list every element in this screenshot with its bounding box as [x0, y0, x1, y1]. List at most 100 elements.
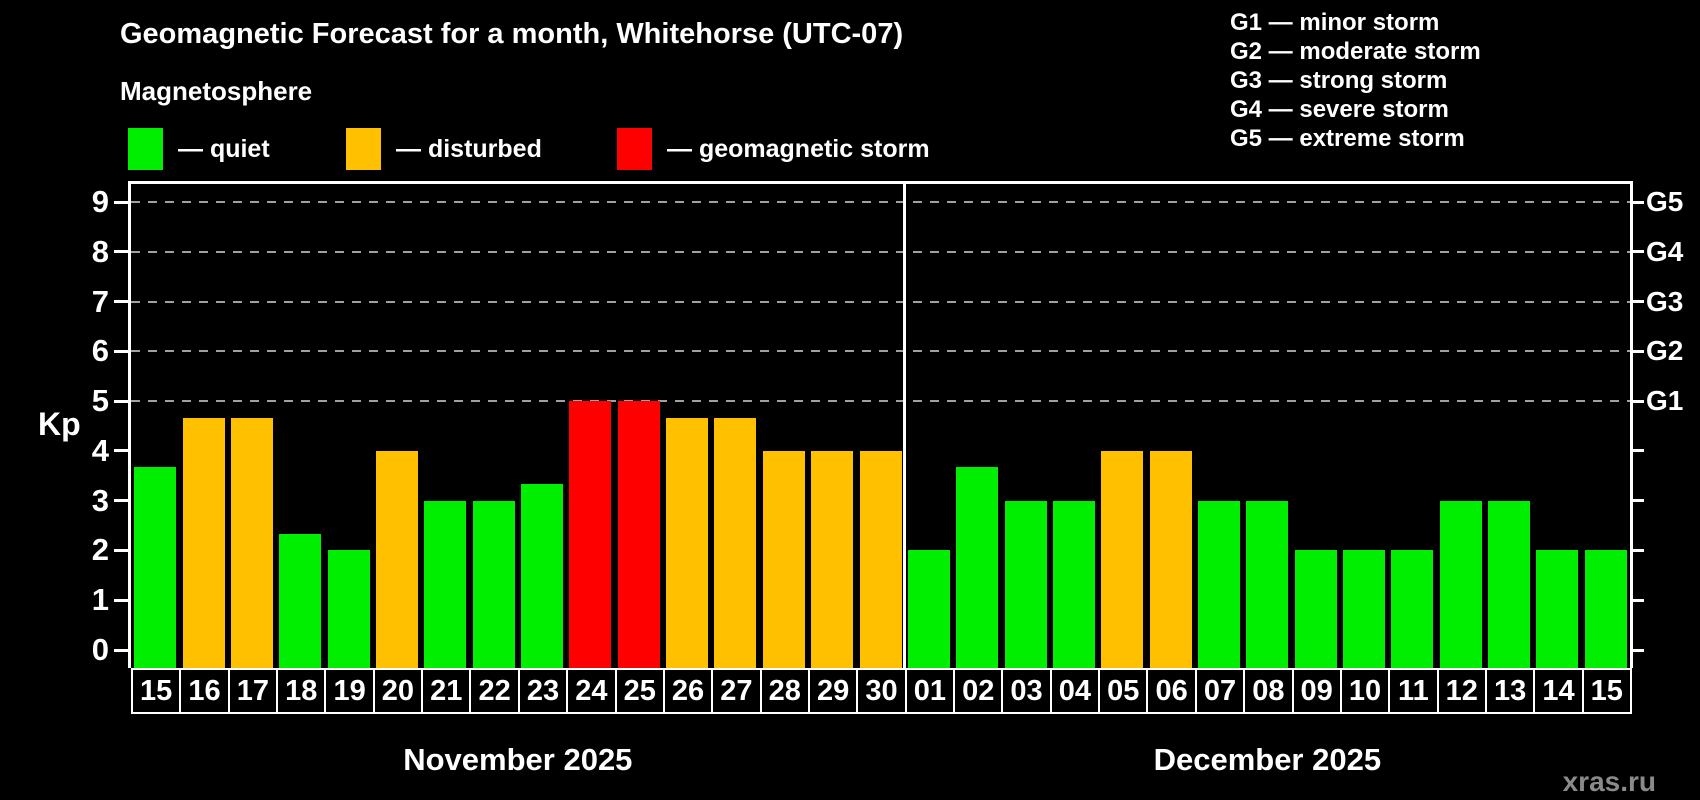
- y-tick-label: 0: [91, 632, 109, 667]
- kp-bar-quiet: [1536, 550, 1579, 668]
- kp-bar-quiet: [1246, 500, 1289, 668]
- right-axis-tick: [1630, 548, 1644, 552]
- kp-bar-quiet: [907, 550, 950, 668]
- kp-bar-disturbed: [230, 417, 273, 668]
- y-tick-label: 3: [91, 482, 109, 518]
- y-axis-tick: [114, 548, 128, 552]
- kp-bar-disturbed: [714, 417, 757, 668]
- right-axis-tick: [1630, 200, 1644, 204]
- day-label: 11: [1388, 668, 1439, 714]
- g-scale-label-g4: G4: [1646, 235, 1684, 267]
- y-axis-tick: [114, 349, 128, 353]
- g5-legend-line: G5 — extreme storm: [1230, 125, 1465, 152]
- right-axis-tick: [1630, 250, 1644, 254]
- kp-bar-quiet: [424, 500, 467, 668]
- chart-subtitle: Magnetosphere: [120, 76, 313, 106]
- g-scale-label-g2: G2: [1646, 335, 1684, 367]
- day-label: 24: [566, 668, 617, 714]
- day-label: 26: [662, 668, 714, 714]
- kp-bar-disturbed: [1149, 450, 1192, 668]
- g1-legend-line: G1 — minor storm: [1230, 9, 1440, 36]
- day-label: 10: [1339, 668, 1391, 714]
- legend-label-quiet: — quiet: [178, 134, 270, 163]
- kp-bar-disturbed: [1101, 450, 1144, 668]
- kp-bar-quiet: [1004, 500, 1047, 668]
- disturbed-color-swatch: [346, 128, 381, 170]
- right-axis-tick: [1630, 449, 1644, 453]
- day-label: 13: [1484, 668, 1536, 714]
- kp-bar-quiet: [1294, 550, 1337, 668]
- kp-bar-disturbed: [182, 417, 225, 668]
- right-axis-tick: [1630, 499, 1644, 503]
- y-tick-label: 4: [91, 432, 109, 468]
- g-scale-legend: G1 — minor storm G2 — moderate storm G3 …: [1230, 8, 1481, 153]
- gridline-kp9: [131, 201, 1630, 203]
- y-tick-label: 1: [91, 582, 109, 618]
- day-label: 09: [1291, 668, 1342, 714]
- quiet-color-swatch: [128, 128, 163, 170]
- day-label: 08: [1243, 668, 1294, 714]
- kp-bar-quiet: [1439, 500, 1482, 668]
- day-label: 19: [324, 668, 375, 714]
- right-axis-tick: [1630, 648, 1644, 652]
- kp-bar-quiet: [1391, 550, 1434, 668]
- y-axis-line: [128, 181, 131, 668]
- kp-bar-quiet: [1343, 550, 1386, 668]
- plot-area: 0 1 2 3 4 5 6 7 8 9 G1 G2 G3 G4 G5 15 16 17 18 19 20 21 22 23 24…: [92, 181, 1683, 777]
- storm-color-swatch: [617, 128, 652, 170]
- y-tick-label: 7: [91, 283, 109, 319]
- kp-bar-quiet: [279, 534, 322, 668]
- day-label: 22: [469, 668, 520, 714]
- legend-item-quiet: — quiet: [128, 127, 270, 171]
- day-label: 02: [953, 668, 1004, 714]
- day-label: 21: [421, 668, 472, 714]
- y-axis-tick: [114, 648, 128, 652]
- day-label: 23: [517, 668, 569, 714]
- legend-label-disturbed: — disturbed: [396, 134, 542, 163]
- y-axis-tick: [114, 200, 128, 204]
- g2-legend-line: G2 — moderate storm: [1230, 38, 1481, 65]
- gridline-kp8: [131, 250, 1630, 253]
- y-tick-label: 8: [91, 233, 109, 269]
- legend-item-storm: — geomagnetic storm: [617, 127, 930, 171]
- gridline-kp7: [131, 300, 1630, 303]
- chart-title: Geomagnetic Forecast for a month, Whiteh…: [120, 18, 904, 50]
- month-divider: [903, 184, 907, 668]
- day-label: 04: [1049, 668, 1101, 714]
- day-label: 29: [807, 668, 859, 714]
- g-scale-label-g5: G5: [1646, 186, 1684, 217]
- y-axis-tick: [114, 300, 128, 304]
- y-axis-tick: [114, 499, 128, 503]
- g4-legend-line: G4 — severe storm: [1230, 96, 1449, 123]
- right-axis-tick: [1630, 399, 1644, 403]
- day-label: 15: [1581, 668, 1632, 714]
- y-tick-label: 9: [91, 184, 109, 219]
- right-axis-tick: [1630, 300, 1644, 304]
- kp-bar-disturbed: [375, 450, 418, 668]
- right-axis-tick: [1630, 349, 1644, 353]
- day-label: 05: [1098, 668, 1149, 714]
- day-label: 16: [179, 668, 230, 714]
- g-scale-label-g1: G1: [1646, 385, 1684, 417]
- legend-item-disturbed: — disturbed: [346, 127, 542, 171]
- kp-bar-quiet: [1052, 500, 1095, 668]
- day-label: 17: [227, 668, 279, 714]
- y-tick-label: 5: [91, 383, 109, 419]
- y-axis-tick: [114, 598, 128, 602]
- month-label: November 2025: [403, 742, 633, 777]
- y-axis-tick: [114, 250, 128, 254]
- g3-legend-line: G3 — strong storm: [1230, 67, 1448, 94]
- day-label: 01: [904, 668, 956, 714]
- y-axis-tick: [114, 449, 128, 453]
- right-axis-line: [1630, 181, 1633, 668]
- kp-bar-disturbed: [762, 450, 805, 668]
- day-label: 12: [1436, 668, 1487, 714]
- kp-bar-storm: [569, 401, 612, 668]
- month-label: December 2025: [1153, 742, 1382, 777]
- kp-bar-disturbed: [811, 450, 854, 668]
- kp-bar-quiet: [134, 467, 177, 668]
- gridline-kp6: [131, 350, 1630, 353]
- y-tick-label: 6: [91, 333, 109, 369]
- g-scale-label-g3: G3: [1646, 285, 1684, 317]
